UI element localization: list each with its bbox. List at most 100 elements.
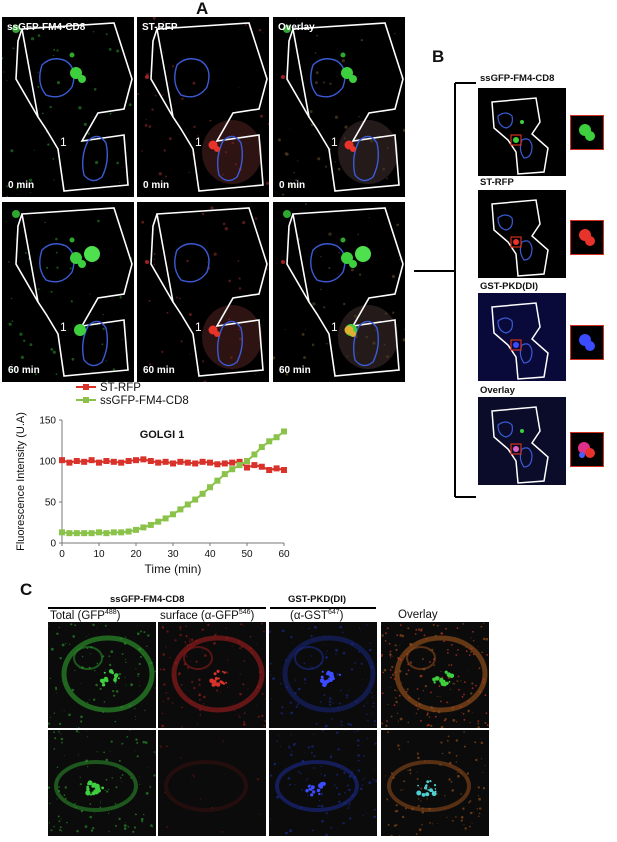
data-point bbox=[258, 444, 265, 451]
data-point bbox=[258, 463, 265, 470]
x-tick-label: 60 bbox=[278, 549, 290, 560]
time-label: 60 min bbox=[143, 365, 175, 376]
panel-a-micrograph: 60 min 1 bbox=[2, 202, 134, 382]
data-point bbox=[170, 460, 176, 467]
data-point bbox=[244, 458, 250, 464]
panel-a-letter: A bbox=[196, 0, 209, 18]
panel-b-row-label: ssGFP-FM4-CD8 bbox=[480, 73, 555, 84]
panel-c-micrograph bbox=[381, 622, 489, 728]
channel-label: ssGFP-FM4-CD8 bbox=[7, 22, 86, 33]
data-point bbox=[273, 434, 280, 441]
time-label: 0 min bbox=[8, 180, 35, 191]
data-point bbox=[125, 528, 132, 535]
data-point bbox=[251, 451, 258, 458]
cell-marker: 1 bbox=[195, 135, 202, 149]
series-line bbox=[61, 430, 285, 535]
data-point bbox=[192, 496, 199, 503]
group-label-ssgfp: ssGFP-FM4-CD8 bbox=[110, 594, 185, 605]
time-label: 60 min bbox=[279, 365, 311, 376]
y-tick-label: 150 bbox=[39, 416, 56, 427]
data-point bbox=[73, 530, 80, 537]
data-point bbox=[110, 458, 117, 465]
x-axis-title: Time (min) bbox=[145, 562, 202, 576]
channel-label: ST-RFP bbox=[142, 22, 178, 33]
data-point bbox=[162, 515, 169, 522]
data-point bbox=[266, 467, 273, 474]
data-point bbox=[266, 438, 273, 445]
data-point bbox=[184, 501, 191, 508]
panel-b-micrograph bbox=[478, 88, 566, 176]
column-label-total: Total (GFP488) bbox=[50, 609, 121, 622]
data-point bbox=[214, 477, 221, 484]
data-point bbox=[103, 458, 110, 464]
data-point bbox=[221, 460, 228, 467]
column-label-overlay: Overlay bbox=[398, 609, 438, 621]
data-point bbox=[140, 524, 147, 531]
chart-title: GOLGI 1 bbox=[140, 429, 185, 441]
data-point bbox=[140, 456, 147, 463]
data-point bbox=[118, 459, 125, 466]
data-point bbox=[281, 428, 287, 435]
panel-a-micrograph: ST-RFP 0 min 1 bbox=[137, 17, 269, 197]
data-point bbox=[207, 484, 213, 491]
x-tick-label: 50 bbox=[241, 549, 253, 560]
data-point bbox=[147, 458, 154, 464]
data-point bbox=[59, 529, 65, 536]
data-point bbox=[155, 459, 162, 466]
panel-b-row-label: Overlay bbox=[480, 385, 515, 396]
x-tick-label: 10 bbox=[93, 549, 105, 560]
x-tick-label: 20 bbox=[130, 549, 142, 560]
data-point bbox=[110, 529, 117, 536]
y-tick-label: 100 bbox=[39, 457, 56, 468]
column-label-surface: surface (α-GFP546) bbox=[160, 609, 255, 622]
data-point bbox=[192, 460, 199, 467]
data-point bbox=[244, 464, 250, 471]
y-tick-label: 50 bbox=[45, 498, 57, 509]
x-tick-label: 0 bbox=[59, 549, 65, 560]
panel-a-micrograph: ssGFP-FM4-CD8 0 min 1 bbox=[2, 17, 134, 197]
data-point bbox=[155, 518, 162, 525]
data-point bbox=[229, 459, 236, 466]
data-point bbox=[66, 459, 73, 466]
panel-c-micrograph bbox=[381, 730, 489, 836]
legend-label: ssGFP-FM4-CD8 bbox=[100, 395, 189, 407]
legend-label: ST-RFP bbox=[100, 382, 141, 394]
data-point bbox=[251, 462, 258, 469]
panel-a-micrograph: 60 min 1 bbox=[137, 202, 269, 382]
cell-marker: 1 bbox=[331, 135, 338, 149]
legend-marker bbox=[83, 397, 89, 403]
data-point bbox=[96, 529, 102, 536]
cell-marker: 1 bbox=[60, 320, 67, 334]
panel-b-zoom-inset bbox=[570, 115, 604, 150]
group-underline-gst-pkd bbox=[270, 607, 376, 609]
cell-marker: 1 bbox=[60, 135, 67, 149]
panel-c-micrograph bbox=[48, 730, 156, 836]
channel-label: Overlay bbox=[278, 22, 315, 33]
y-tick-label: 0 bbox=[50, 539, 56, 550]
panel-b-bracket bbox=[414, 82, 476, 498]
panel-c-letter: C bbox=[20, 580, 33, 599]
data-point bbox=[133, 457, 139, 464]
data-point bbox=[88, 530, 95, 537]
data-point bbox=[88, 457, 95, 464]
cell-marker: 1 bbox=[195, 320, 202, 334]
data-point bbox=[236, 462, 243, 469]
data-point bbox=[125, 458, 132, 464]
data-point bbox=[81, 530, 88, 537]
panel-c-micrograph bbox=[158, 730, 266, 836]
data-point bbox=[147, 521, 154, 528]
data-point bbox=[96, 459, 102, 466]
panel-b-micrograph bbox=[478, 293, 566, 381]
data-point bbox=[162, 458, 169, 465]
time-label: 60 min bbox=[8, 365, 40, 376]
data-point bbox=[221, 471, 228, 478]
time-label: 0 min bbox=[279, 180, 306, 191]
data-point bbox=[229, 466, 236, 473]
data-point bbox=[177, 506, 184, 513]
panel-b-zoom-inset bbox=[570, 325, 604, 360]
data-point bbox=[118, 529, 125, 536]
panel-c-micrograph bbox=[158, 622, 266, 728]
x-tick-label: 30 bbox=[167, 549, 179, 560]
data-point bbox=[199, 458, 206, 465]
data-point bbox=[81, 458, 88, 465]
